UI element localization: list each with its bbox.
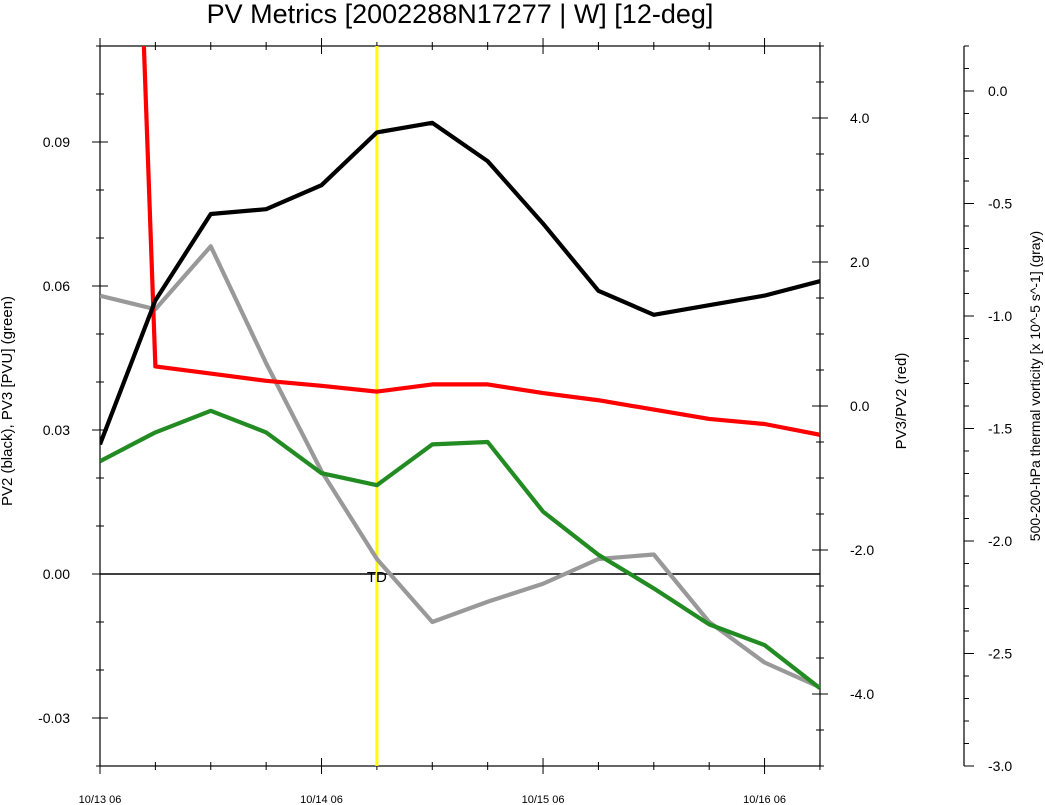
right-tick-label: -4.0 [850, 686, 874, 702]
axes: -0.03 0.00 0.03 0.06 0.09 -4.0 -2.0 0.0 2.0 4.0 -3… [38, 38, 1012, 805]
right-tick-label: 2.0 [850, 254, 870, 270]
far-right-tick-label: -1.5 [988, 421, 1012, 437]
far-right-tick-label: -3.0 [988, 758, 1012, 774]
far-right-tick-label: -1.0 [988, 308, 1012, 324]
chart-title: PV Metrics [2002288N17277 | W] [12-deg] [207, 0, 714, 29]
far-right-tick-label: 0.0 [988, 83, 1008, 99]
right-axis-label: PV3/PV2 (red) [893, 353, 910, 450]
x-tick-label: 10/14 06 [300, 794, 343, 805]
far-right-tick-label: -0.5 [988, 196, 1012, 212]
series-line-far_right-3 [100, 244, 820, 690]
left-tick-label: 0.09 [43, 134, 70, 150]
far-right-tick-label: -2.0 [988, 533, 1012, 549]
left-tick-label: -0.03 [38, 710, 70, 726]
left-axis-label: PV2 (black), PV3 [PVU] (green) [0, 296, 16, 506]
right-tick-label: 0.0 [850, 398, 870, 414]
plot-frame [99, 45, 821, 767]
left-tick-label: 0.03 [43, 422, 70, 438]
x-tick-label: 10/15 06 [522, 794, 565, 805]
right-tick-label: 4.0 [850, 110, 870, 126]
x-tick-label: 10/16 06 [743, 794, 786, 805]
right-tick-label: -2.0 [850, 542, 874, 558]
far-right-axis-label: 500-200-hPa thermal vorticity [x 10^-5 s… [1027, 231, 1043, 541]
series-line-left-0 [100, 120, 820, 446]
left-tick-label: 0.00 [43, 566, 70, 582]
series-lines: TD [100, 46, 820, 766]
far-right-tick-label: -2.5 [988, 646, 1012, 662]
series-line-left-1 [100, 408, 820, 690]
x-tick-label: 10/13 06 [79, 794, 122, 805]
series-line-right-2 [141, 46, 820, 437]
left-tick-label: 0.06 [43, 278, 70, 294]
td-marker-label: TD [367, 569, 387, 586]
series-group [100, 46, 820, 690]
